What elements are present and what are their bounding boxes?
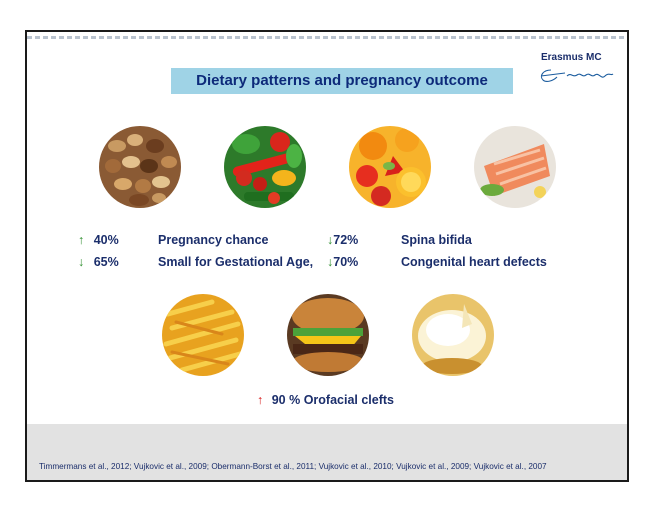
burger-image — [287, 294, 369, 376]
slide: Erasmus MC Dietary patterns and pregnanc… — [25, 30, 629, 482]
down-arrow-icon: ↓ — [327, 255, 334, 269]
stat-orofacial-clefts: ↑ 90 % Orofacial clefts — [257, 392, 394, 408]
stat-label: Small for Gestational Age, — [158, 255, 314, 269]
salmon-image — [474, 126, 556, 208]
erasmus-signature-icon — [540, 69, 614, 82]
stat-text: 90 % Orofacial clefts — [271, 393, 395, 407]
stat-pregnancy-chance: ↑ 40% — [78, 232, 119, 248]
dotted-divider — [27, 36, 627, 39]
stat-percent: 40% — [93, 233, 119, 247]
stat-label: Congenital heart defects — [401, 255, 547, 269]
footer-band: Timmermans et al., 2012; Vujkovic et al.… — [27, 424, 627, 480]
stat-label: Pregnancy chance — [158, 233, 269, 247]
down-arrow-icon: ↓ — [78, 255, 85, 269]
stat-percent: 70% — [333, 255, 359, 269]
references: Timmermans et al., 2012; Vujkovic et al.… — [39, 462, 547, 471]
fruit-image — [349, 126, 431, 208]
slide-title: Dietary patterns and pregnancy outcome — [171, 68, 513, 94]
stat-label: Spina bifida — [401, 233, 472, 247]
fries-image — [162, 294, 244, 376]
up-arrow-icon: ↑ — [78, 233, 85, 247]
stat-heart-defects: ↓70% — [327, 254, 358, 270]
stat-percent: 72% — [333, 233, 359, 247]
stat-percent: 65% — [93, 255, 119, 269]
up-arrow-icon: ↑ — [257, 393, 264, 407]
vegetables-image — [224, 126, 306, 208]
erasmus-logo: Erasmus MC — [537, 52, 617, 92]
nuts-image — [99, 126, 181, 208]
down-arrow-icon: ↓ — [327, 233, 334, 247]
logo-text: Erasmus MC — [541, 52, 602, 63]
dessert-image — [412, 294, 494, 376]
stat-spina-bifida: ↓72% — [327, 232, 358, 248]
stat-sga: ↓ 65% — [78, 254, 119, 270]
